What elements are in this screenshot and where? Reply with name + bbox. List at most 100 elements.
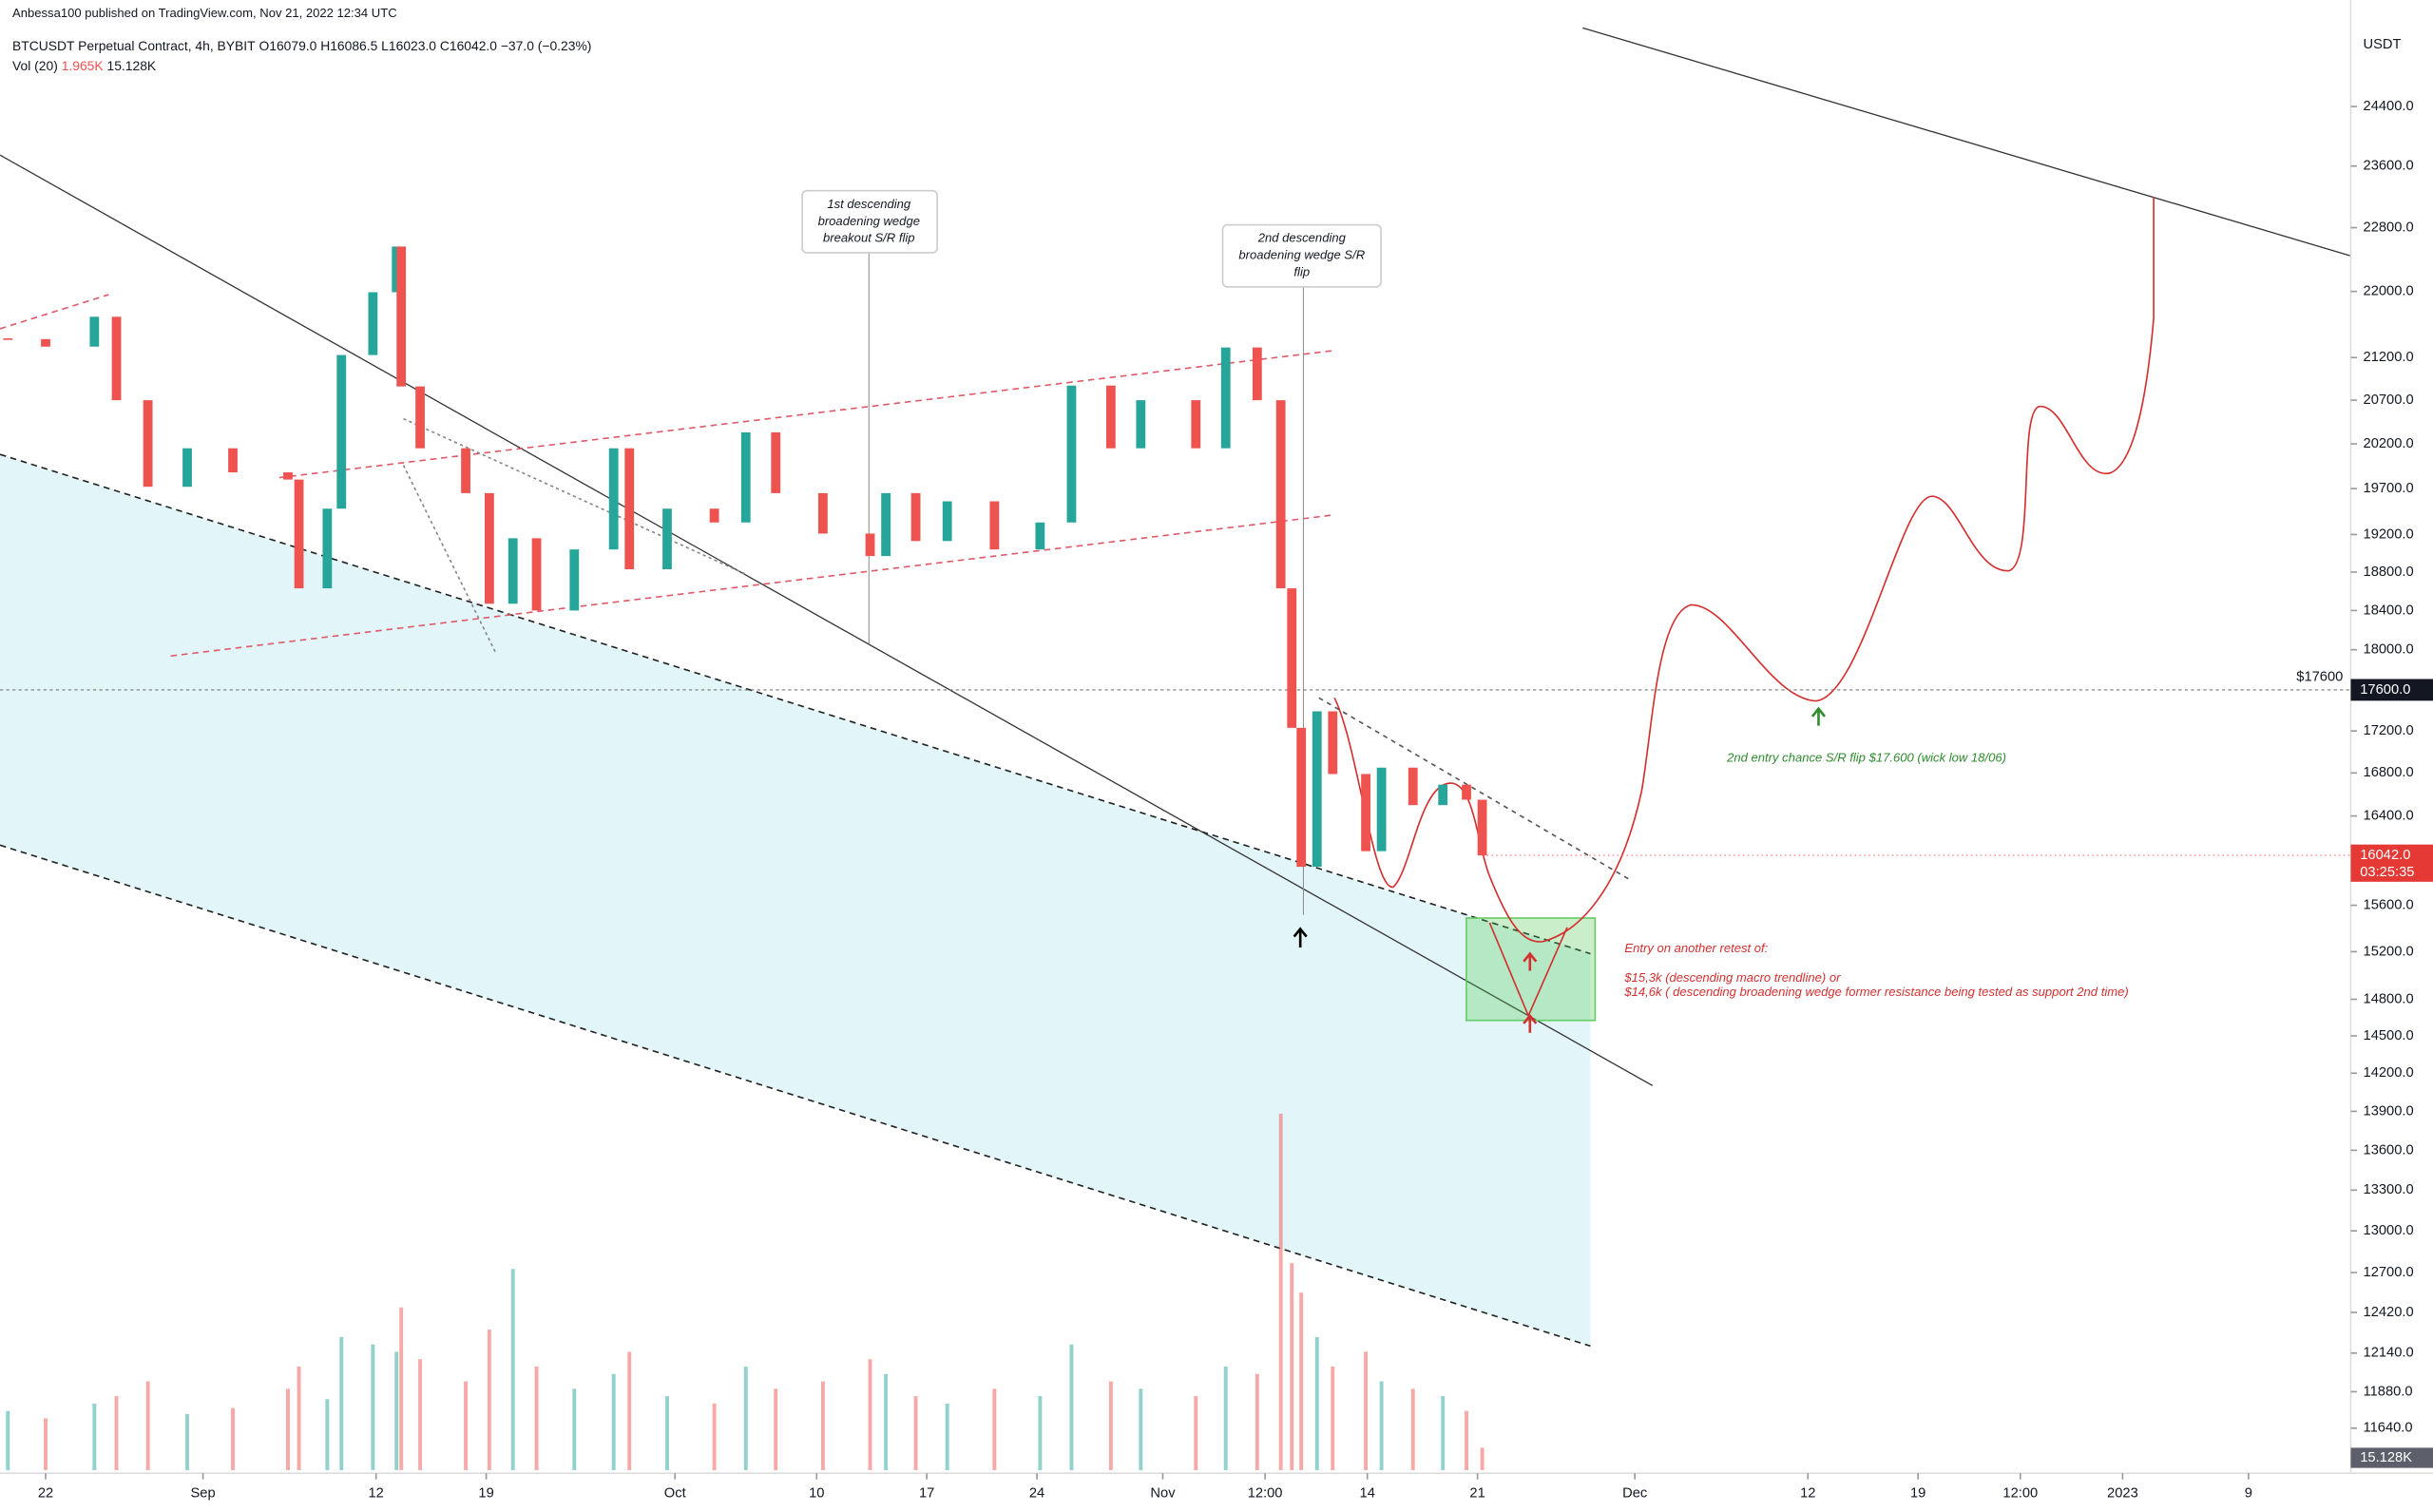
arrow [1810,706,1827,726]
volume-bar [297,1366,301,1470]
annotation-box [1221,223,1382,288]
candle [910,492,921,542]
candle [942,501,952,542]
y-tick-label: 16800.0 [2364,765,2414,780]
volume-bar [665,1396,669,1470]
symbol-name: BTCUSDT Perpetual Contract, 4h, BYBIT [12,38,256,53]
volume-bar [712,1403,717,1470]
annotation: flip [1293,265,1310,279]
volume-bar [1441,1396,1446,1470]
y-tick-label: 14200.0 [2364,1065,2414,1081]
x-tick-label: 2023 [2107,1485,2138,1501]
y-tick-label: 11880.0 [2364,1384,2413,1399]
volume-bar [1038,1396,1043,1470]
y-tick-label: 19700.0 [2364,481,2414,496]
channel-fill [0,454,1591,1347]
volume-bar [1314,1336,1319,1470]
y-tick-label: 18800.0 [2364,565,2414,580]
volume-bar [1331,1366,1335,1470]
volume-bar [913,1396,918,1470]
volume-bar [1410,1388,1415,1470]
volume-bar [114,1396,119,1470]
candle [1438,784,1448,806]
volume-ma: 1.965K [62,58,105,73]
volume-bar [743,1366,748,1470]
ohlc: O16079.0 H16086.5 L16023.0 C16042.0 −37.… [259,38,591,53]
y-tick-label: 13600.0 [2364,1142,2414,1158]
x-tick-label: Dec [1622,1485,1647,1501]
candle [294,479,304,589]
x-tick-label: Nov [1150,1485,1176,1501]
trendline [0,294,109,330]
trendline [0,154,1654,1086]
candle [771,431,781,493]
volume-bar [1480,1447,1485,1470]
volume-bar [611,1373,616,1470]
candle [484,492,494,604]
candle [368,292,378,355]
volume-bar [1223,1366,1228,1470]
candle [989,501,1000,550]
volume-bar [371,1344,375,1470]
candle [881,492,891,557]
x-tick-label: 12:00 [2002,1485,2038,1501]
volume-bar [1139,1388,1143,1470]
y-tick-label: 18000.0 [2364,642,2414,658]
volume-bar [339,1336,344,1470]
annotation: 2nd entry chance S/R flip $17.600 (wick … [1726,750,2006,764]
volume-legend: Vol (20) 1.965K 15.128K [12,58,157,73]
x-tick-label: 19 [1910,1485,1925,1501]
annotation: $14,6k ( descending broadening wedge for… [1623,985,2128,999]
y-tick-label: 20700.0 [2364,392,2414,408]
y-tick-label: 20200.0 [2364,436,2414,451]
candle [1035,522,1045,550]
volume-bar [1108,1381,1113,1470]
y-tick-label: 17200.0 [2364,723,2414,738]
y-tick-label: 14500.0 [2364,1028,2414,1043]
candle [865,533,875,557]
candle [228,448,238,473]
volume-bar [399,1307,404,1470]
candle [624,448,635,570]
candle [1252,347,1262,401]
candle [1462,784,1471,800]
y-tick-label: 23600.0 [2364,159,2414,174]
countdown: 03:25:35 [2360,865,2414,880]
volume-bar [231,1407,235,1470]
candle [283,472,293,480]
trendline [403,417,746,575]
x-tick-label: 12 [1800,1485,1815,1501]
arrow [1293,927,1308,948]
volume-bar [992,1388,997,1470]
volume-bar [1299,1292,1304,1470]
annotation: breakout S/R flip [823,231,914,245]
volume-bar [325,1399,330,1470]
x-tick-label: 21 [1469,1485,1485,1501]
candle [182,448,192,488]
volume-bar [945,1403,949,1470]
candle [41,338,50,347]
candle [336,354,347,509]
drawings [0,0,2433,1475]
y-tick-label: 12420.0 [2364,1305,2414,1320]
candle [508,538,518,604]
trendline [1318,697,1630,880]
candle [1477,799,1487,856]
candle [531,538,542,611]
volume-bar [1465,1410,1468,1470]
publisher: Anbessa100 published on TradingView.com,… [12,6,397,20]
volume-bar [868,1359,872,1470]
candle [1105,385,1116,449]
candle [415,386,425,449]
candle [89,316,100,347]
candle [1328,711,1338,775]
volume-bar [1069,1344,1074,1470]
trendline [1582,27,2351,257]
x-tick-label: 22 [38,1485,53,1501]
y-tick-label: 13900.0 [2364,1103,2414,1119]
x-tick-label: 19 [478,1485,493,1501]
y-tick-label: 12700.0 [2364,1265,2414,1280]
candle [1376,767,1387,852]
